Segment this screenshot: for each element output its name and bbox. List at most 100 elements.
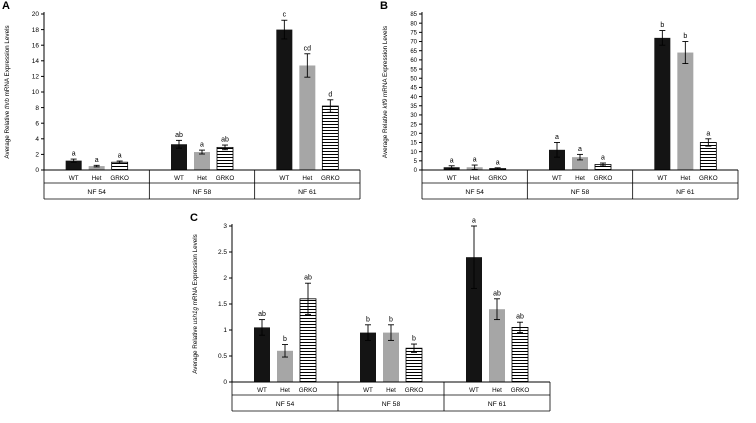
bar-het bbox=[572, 157, 588, 170]
sig-letter: a bbox=[601, 155, 605, 162]
x-category-label: WT bbox=[279, 175, 289, 182]
y-tick-label: 50 bbox=[410, 76, 417, 82]
y-tick-label: 1.5 bbox=[218, 301, 227, 308]
x-category-label: GRKO bbox=[511, 387, 530, 394]
y-tick-label: 30 bbox=[410, 113, 417, 119]
y-tick-label: 0 bbox=[223, 379, 227, 386]
sig-letter: a bbox=[95, 157, 99, 164]
sig-letter: a bbox=[473, 157, 477, 164]
y-tick-label: 70 bbox=[410, 40, 417, 46]
sig-letter: ab bbox=[304, 275, 312, 282]
group-label: NF 54 bbox=[276, 401, 295, 408]
x-category-label: Het bbox=[575, 175, 585, 182]
x-category-label: WT bbox=[447, 175, 457, 182]
x-category-label: WT bbox=[257, 387, 267, 394]
sig-letter: b bbox=[683, 33, 687, 40]
y-tick-label: 0.5 bbox=[218, 353, 227, 360]
y-tick-label: 12 bbox=[32, 74, 40, 81]
x-category-label: Het bbox=[492, 387, 502, 394]
group-label: NF 58 bbox=[571, 189, 590, 196]
y-tick-label: 40 bbox=[410, 95, 417, 101]
x-category-label: WT bbox=[657, 175, 667, 182]
y-tick-label: 0 bbox=[414, 168, 418, 174]
sig-letter: a bbox=[555, 134, 559, 141]
group-label: NF 54 bbox=[87, 189, 106, 196]
panel-label-c: C bbox=[190, 212, 198, 224]
y-tick-label: 80 bbox=[410, 21, 417, 27]
bar-grko bbox=[216, 146, 234, 171]
sig-letter: cd bbox=[304, 45, 312, 52]
chart-panel-a: A 0 2 4 6 8 10 12 14 16 18 20 Average Relative thrb… bbox=[0, 0, 378, 210]
sig-letter: a bbox=[72, 151, 76, 158]
sig-letter: ab bbox=[516, 314, 524, 321]
y-tick-label: 8 bbox=[35, 105, 39, 112]
chart-svg-c: 0 0.5 1 1.5 2 2.5 3 Average Relative ush1g mRNA… bbox=[192, 218, 551, 412]
group-label: NF 61 bbox=[488, 401, 507, 408]
sig-letter: a bbox=[200, 142, 204, 149]
y-tick-label: 75 bbox=[410, 31, 417, 37]
y-axis-title: Average Relative thrb mRNA Expression Le… bbox=[4, 25, 11, 158]
bar-wt bbox=[65, 160, 82, 170]
bar-wt bbox=[276, 29, 293, 170]
x-category-label: GRKO bbox=[488, 175, 507, 182]
y-tick-label: 6 bbox=[35, 120, 39, 127]
x-category-label: WT bbox=[174, 175, 184, 182]
sig-letter: b bbox=[412, 336, 416, 343]
bar-wt bbox=[360, 332, 376, 382]
y-tick-label: 60 bbox=[410, 58, 417, 64]
x-category-label: Het bbox=[470, 175, 480, 182]
sig-letter: a bbox=[472, 218, 476, 225]
y-tick-label: 55 bbox=[410, 67, 417, 73]
bar-het bbox=[299, 65, 316, 170]
bar-het bbox=[194, 152, 210, 170]
sig-letter: d bbox=[328, 91, 332, 98]
sig-letter: ab bbox=[175, 132, 183, 139]
bar-wt bbox=[654, 37, 671, 170]
x-category-label: GRKO bbox=[405, 387, 424, 394]
chart-svg-a: 0 2 4 6 8 10 12 14 16 18 20 Average Relative thrb m… bbox=[4, 11, 361, 200]
y-axis-title: Average Relative klf9 mRNA Expression Le… bbox=[382, 26, 389, 158]
group-label: NF 58 bbox=[382, 401, 401, 408]
group-label: NF 61 bbox=[298, 189, 317, 196]
sig-letter: ab bbox=[258, 311, 266, 318]
sig-letter: b bbox=[366, 316, 370, 323]
bar-grko bbox=[699, 142, 717, 171]
x-category-label: Het bbox=[680, 175, 690, 182]
x-category-label: WT bbox=[469, 387, 479, 394]
x-category-label: WT bbox=[69, 175, 79, 182]
group-label: NF 61 bbox=[676, 189, 695, 196]
x-category-label: WT bbox=[552, 175, 562, 182]
y-tick-label: 20 bbox=[410, 131, 417, 137]
y-tick-label: 85 bbox=[410, 12, 417, 18]
bar-grko bbox=[405, 347, 423, 383]
y-tick-label: 1 bbox=[223, 327, 227, 334]
y-tick-label: 20 bbox=[32, 11, 40, 18]
y-tick-label: 5 bbox=[414, 159, 418, 165]
bar-grko bbox=[321, 105, 339, 171]
sig-letter: a bbox=[706, 130, 710, 137]
sig-letter: c bbox=[283, 12, 287, 19]
bar-het bbox=[489, 309, 505, 382]
sig-letter: b bbox=[389, 316, 393, 323]
bar-grko bbox=[511, 327, 529, 383]
y-tick-label: 45 bbox=[410, 86, 417, 92]
y-tick-label: 4 bbox=[35, 136, 39, 143]
sig-letter: ab bbox=[221, 137, 229, 144]
sig-letter: b bbox=[283, 336, 287, 343]
y-tick-label: 3 bbox=[223, 223, 227, 230]
x-category-label: WT bbox=[363, 387, 373, 394]
bar-wt bbox=[171, 144, 187, 170]
sig-letter: a bbox=[578, 146, 582, 153]
bar-het bbox=[277, 350, 293, 382]
panel-label-b: B bbox=[380, 0, 388, 12]
y-tick-label: 10 bbox=[410, 150, 417, 156]
sig-letter: ab bbox=[493, 290, 501, 297]
x-category-label: GRKO bbox=[110, 175, 129, 182]
bar-wt bbox=[466, 257, 482, 382]
x-category-label: Het bbox=[386, 387, 396, 394]
group-label: NF 54 bbox=[465, 189, 484, 196]
bar-het bbox=[383, 332, 399, 382]
y-tick-label: 16 bbox=[32, 42, 40, 49]
x-category-label: GRKO bbox=[299, 387, 318, 394]
